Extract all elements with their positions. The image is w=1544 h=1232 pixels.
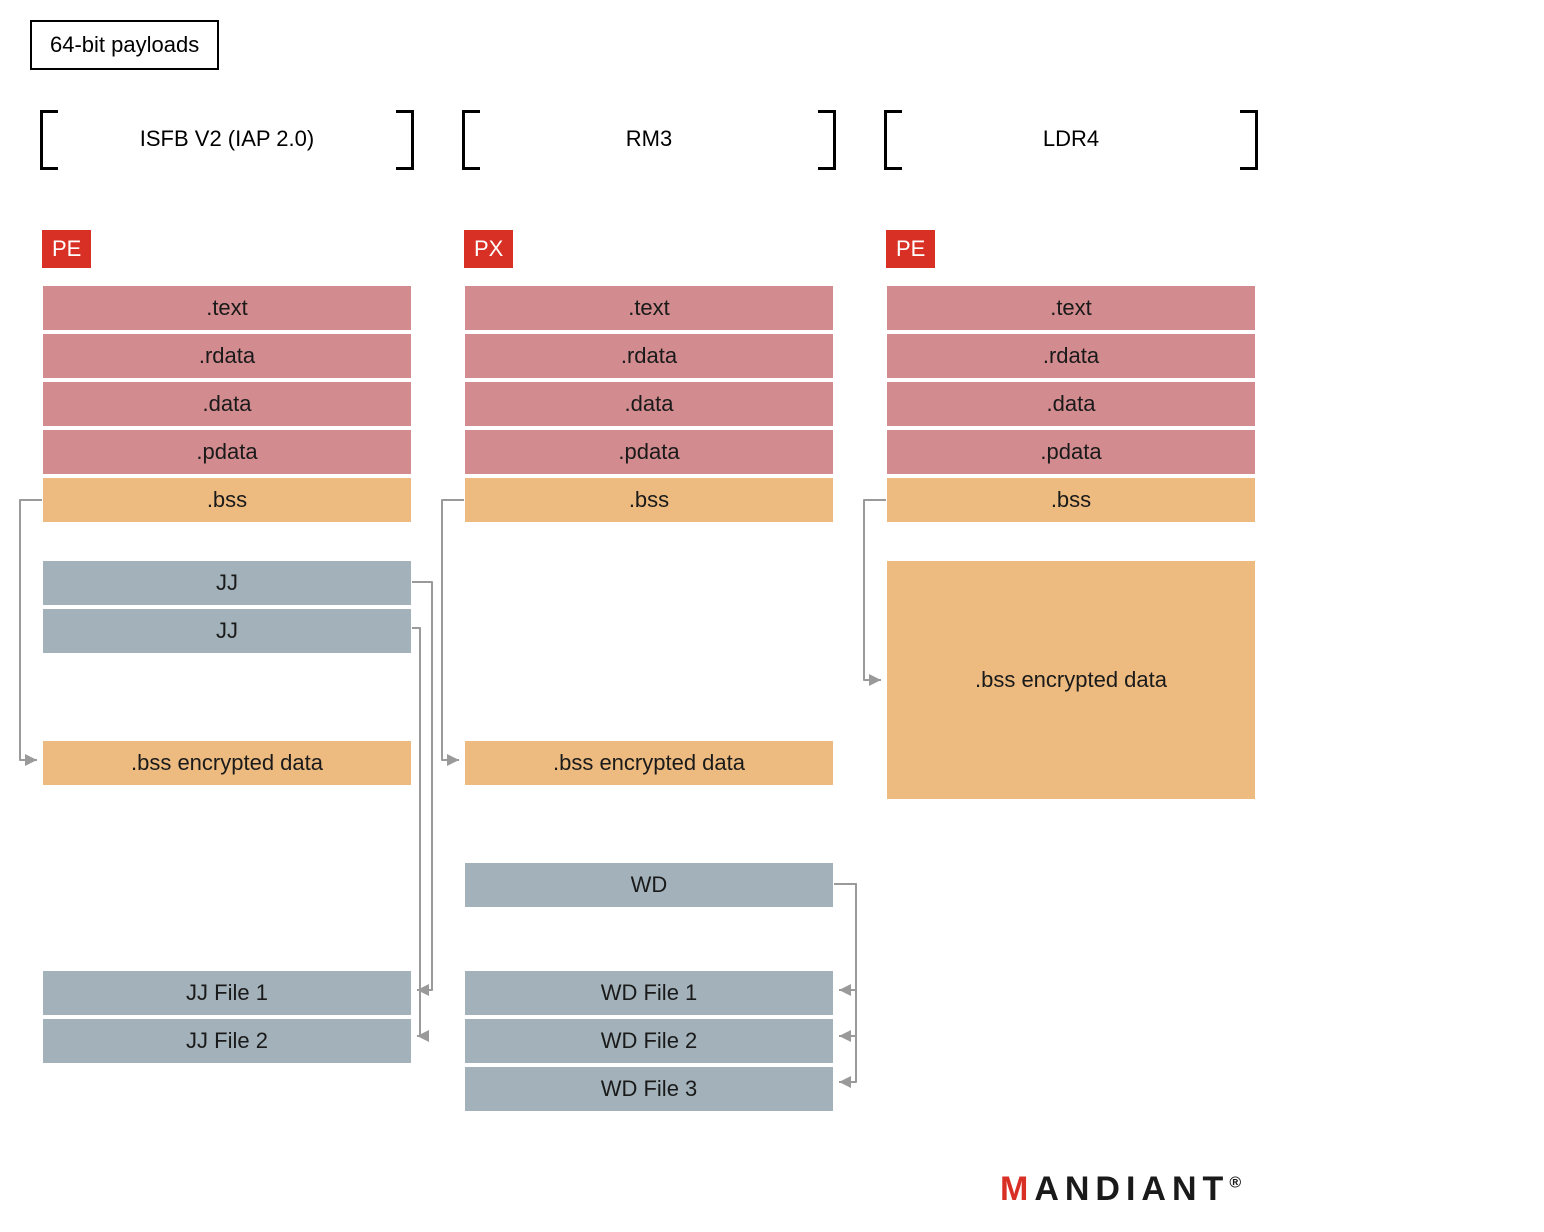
wd-file: WD File 1 [464,970,834,1016]
flow-arrow [834,884,856,1036]
pe-section: .data [464,381,834,427]
column-header: RM3 [464,126,834,152]
jj-file: JJ File 1 [42,970,412,1016]
pe-section: .text [42,285,412,331]
flow-arrow [834,884,856,1082]
column-header: ISFB V2 (IAP 2.0) [42,126,412,152]
pe-section: .data [886,381,1256,427]
format-badge: PE [42,230,91,268]
logo-accent: M [1000,1170,1034,1208]
pe-section: .text [886,285,1256,331]
column-header: LDR4 [886,126,1256,152]
jj-block: JJ [42,608,412,654]
wd-file: WD File 3 [464,1066,834,1112]
bss-encrypted: .bss encrypted data [42,740,412,786]
flow-arrow [834,884,856,990]
pe-section: .rdata [464,333,834,379]
pe-section: .rdata [886,333,1256,379]
pe-section: .data [42,381,412,427]
format-badge: PE [886,230,935,268]
mandiant-logo: MANDIANT® [1000,1170,1241,1209]
wd-file: WD File 2 [464,1018,834,1064]
flow-arrow [412,582,432,990]
logo-rest: ANDIANT [1034,1170,1229,1208]
flow-arrow [20,500,42,760]
pe-section: .text [464,285,834,331]
flow-arrow [864,500,886,680]
pe-section: .pdata [42,429,412,475]
format-badge: PX [464,230,513,268]
pe-section: .pdata [886,429,1256,475]
flow-arrow [412,628,420,1036]
flow-arrow [442,500,464,760]
bss-section: .bss [42,477,412,523]
jj-file: JJ File 2 [42,1018,412,1064]
jj-block: JJ [42,560,412,606]
bss-section: .bss [886,477,1256,523]
pe-section: .rdata [42,333,412,379]
bss-encrypted-large: .bss encrypted data [886,560,1256,800]
bss-section: .bss [464,477,834,523]
bss-encrypted: .bss encrypted data [464,740,834,786]
pe-section: .pdata [464,429,834,475]
wd-block: WD [464,862,834,908]
title-box: 64-bit payloads [30,20,219,70]
logo-registered: ® [1229,1175,1241,1192]
